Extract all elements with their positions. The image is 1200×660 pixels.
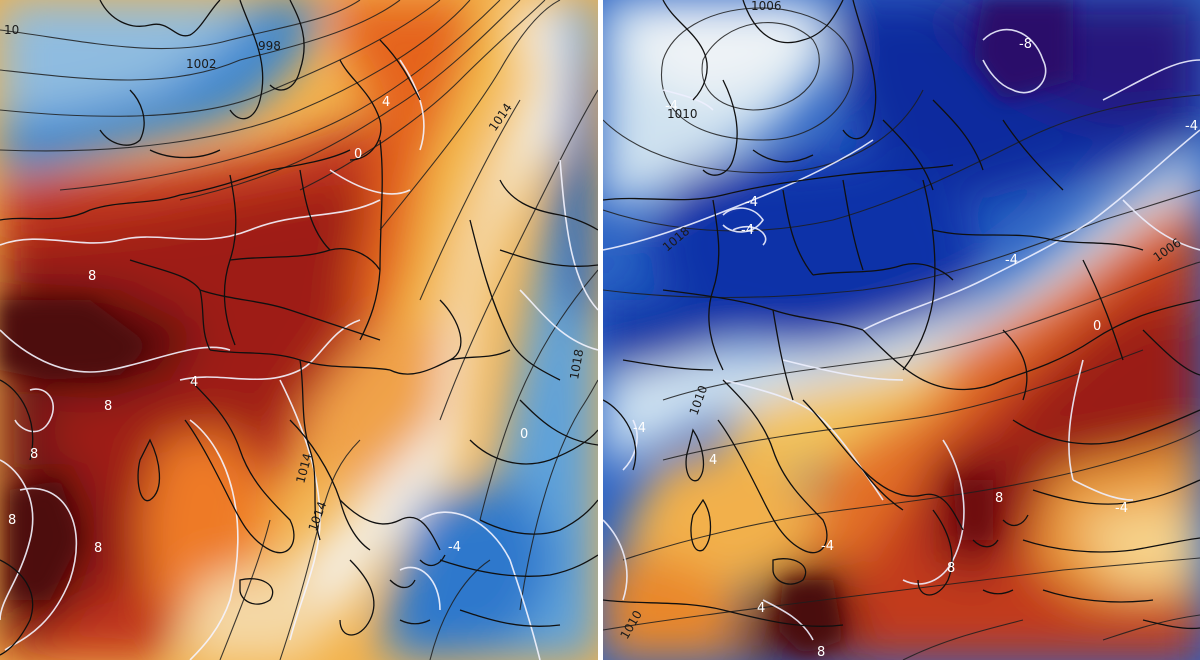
temperature-map-left: 10 998 1002 1014 1018 1014 1014 4 0 8 4 … <box>0 0 598 660</box>
temperature-label: 8 <box>8 513 16 528</box>
isobar-lines-left <box>0 0 598 660</box>
pressure-label: 1006 <box>751 0 782 13</box>
temperature-label: 8 <box>88 269 96 284</box>
map-panel-right: 1006 1010 1018 1006 1010 1010 -8 -4 -4 -… <box>603 0 1200 660</box>
temperature-label: 0 <box>354 147 362 162</box>
pressure-label: 1010 <box>667 107 698 121</box>
temperature-label: -8 <box>1019 37 1032 52</box>
temperature-label: 0 <box>520 427 528 442</box>
temperature-label: 8 <box>995 491 1003 506</box>
temperature-label: -4 <box>633 421 646 436</box>
map-panel-left: 10 998 1002 1014 1018 1014 1014 4 0 8 4 … <box>0 0 598 660</box>
temperature-label: -4 <box>1005 253 1018 268</box>
coastline-left <box>0 0 598 656</box>
temperature-label: 8 <box>817 645 825 660</box>
temperature-label: -4 <box>1115 501 1128 516</box>
isobar-lines-right <box>603 7 1200 660</box>
pressure-label: 998 <box>258 39 281 53</box>
temperature-label: -4 <box>448 540 461 555</box>
temperature-label: 8 <box>104 399 112 414</box>
temperature-label: 8 <box>30 447 38 462</box>
temperature-label: -4 <box>741 223 754 238</box>
temperature-label: 8 <box>947 561 955 576</box>
temperature-label: 0 <box>1093 319 1101 334</box>
isotherm-lines-left <box>0 59 598 660</box>
temperature-label: 4 <box>190 375 198 390</box>
pressure-label: 1002 <box>186 57 217 71</box>
temperature-label: 4 <box>709 453 717 468</box>
panel-divider <box>598 0 603 660</box>
temperature-label: -4 <box>821 539 834 554</box>
temperature-label: -4 <box>1185 119 1198 134</box>
temperature-map-right: 1006 1010 1018 1006 1010 1010 -8 -4 -4 -… <box>603 0 1200 660</box>
temperature-label: 4 <box>757 601 765 616</box>
coastline-right <box>603 0 1200 630</box>
temperature-label: 4 <box>382 95 390 110</box>
temperature-label: -4 <box>745 195 758 210</box>
pressure-label: 1018 <box>567 348 586 381</box>
temperature-labels-right: -8 -4 -4 -4 -4 -4 -4 0 -4 -4 8 8 4 4 8 <box>633 37 1198 660</box>
temperature-labels-left: 4 0 8 4 8 8 -4 8 8 0 <box>8 95 528 556</box>
temperature-label: 8 <box>94 541 102 556</box>
pressure-label: 10 <box>4 23 19 37</box>
temperature-label: -4 <box>665 99 678 114</box>
